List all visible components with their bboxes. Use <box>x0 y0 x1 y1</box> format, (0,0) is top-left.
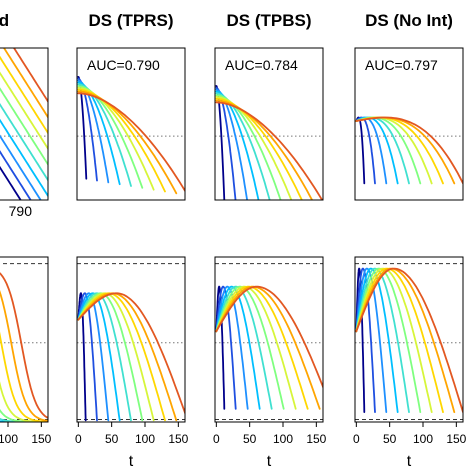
x-tick-label: 50 <box>383 432 397 446</box>
panel-frame-tprs-top <box>76 47 186 201</box>
x-tick-label: 100 <box>0 432 18 446</box>
series-line-1 <box>355 116 366 185</box>
x-tick-label: 100 <box>413 432 433 446</box>
series-line-6 <box>0 87 48 167</box>
series-line-8 <box>77 88 166 193</box>
x-tick-label: 150 <box>31 432 51 446</box>
series-line-8 <box>215 285 309 410</box>
series-line-10 <box>355 116 463 185</box>
series-line-6 <box>77 85 144 189</box>
auc-label-tpbs: AUC=0.784 <box>225 57 298 73</box>
series-line-6 <box>215 285 285 410</box>
x-tick-label: 100 <box>135 432 155 446</box>
series-line-7 <box>0 71 48 151</box>
panel-frame-tpbs-bottom <box>214 256 324 423</box>
panel-title-tpbs: DS (TPBS) <box>227 11 312 30</box>
x-tick-label: 0 <box>75 432 82 446</box>
series-line-7 <box>0 381 48 422</box>
series-line-10 <box>77 92 185 193</box>
x-tick-label: 50 <box>105 432 119 446</box>
panel-frame-noint-bottom <box>354 256 464 423</box>
panel-frame-noint-top <box>354 47 464 201</box>
series-line-7 <box>215 285 297 410</box>
series-line-6 <box>215 94 282 200</box>
series-line-8 <box>77 292 166 422</box>
series-line-9 <box>215 285 321 410</box>
plot-area-tprs-bottom <box>77 263 185 422</box>
x-tick-label: 150 <box>306 432 326 446</box>
x-axis-label: t <box>267 453 272 470</box>
series-line-9 <box>0 289 48 422</box>
x-tick-label: 50 <box>243 432 257 446</box>
series-line-3 <box>0 134 42 200</box>
series-line-7 <box>355 267 433 413</box>
series-line-2 <box>355 116 376 185</box>
series-line-9 <box>77 90 178 195</box>
panel-title-tprs: DS (TPRS) <box>89 11 174 30</box>
series-line-10 <box>0 272 48 419</box>
panel-frame-tpbs-top <box>214 47 324 201</box>
series-line-6 <box>77 292 144 422</box>
series-line-8 <box>0 55 48 135</box>
series-line-7 <box>77 292 155 422</box>
panel-title-merged: ged <box>0 11 9 30</box>
x-tick-label: 150 <box>168 432 188 446</box>
series-line-4 <box>77 292 121 422</box>
series-line-4 <box>0 118 48 198</box>
panel-frame-tprs-bottom <box>76 256 186 423</box>
plot-area-tprs-top <box>77 76 185 195</box>
auc-label-noint: AUC=0.797 <box>365 57 438 73</box>
series-line-5 <box>0 102 48 182</box>
series-line-5 <box>77 292 132 422</box>
plot-area-merged-top <box>0 48 48 200</box>
x-axis-label: t <box>129 453 134 470</box>
x-tick-label: 100 <box>273 432 293 446</box>
series-line-8 <box>355 267 444 413</box>
series-line-3 <box>215 88 249 200</box>
series-line-9 <box>355 267 456 413</box>
series-line-9 <box>77 292 178 422</box>
panel-frame-merged-bottom <box>0 256 49 423</box>
x-tick-label: 0 <box>353 432 360 446</box>
x-axis-label: t <box>407 453 412 470</box>
series-line-10 <box>215 285 323 390</box>
series-line-6 <box>355 267 422 413</box>
auc-label-merged: 790 <box>9 203 33 219</box>
series-line-8 <box>0 331 48 422</box>
series-line-10 <box>13 48 48 104</box>
series-line-9 <box>215 99 314 200</box>
series-line-5 <box>215 285 273 410</box>
plot-area-noint-top <box>355 116 463 185</box>
series-line-3 <box>215 285 249 410</box>
x-tick-label: 0 <box>213 432 220 446</box>
series-line-9 <box>3 48 48 119</box>
plot-area-noint-bottom <box>355 263 463 421</box>
panel-frame-merged-top <box>0 47 49 201</box>
plot-area-tpbs-top <box>215 85 323 200</box>
series-line-10 <box>215 101 323 200</box>
series-line-10 <box>355 267 463 413</box>
auc-label-tprs: AUC=0.790 <box>87 57 160 73</box>
x-tick-label: 150 <box>446 432 466 446</box>
series-line-10 <box>77 292 185 416</box>
plot-area-tpbs-bottom <box>215 263 323 421</box>
series-line-5 <box>355 267 410 413</box>
panel-title-noint: DS (No Int) <box>365 11 453 30</box>
series-line-1 <box>0 165 22 200</box>
